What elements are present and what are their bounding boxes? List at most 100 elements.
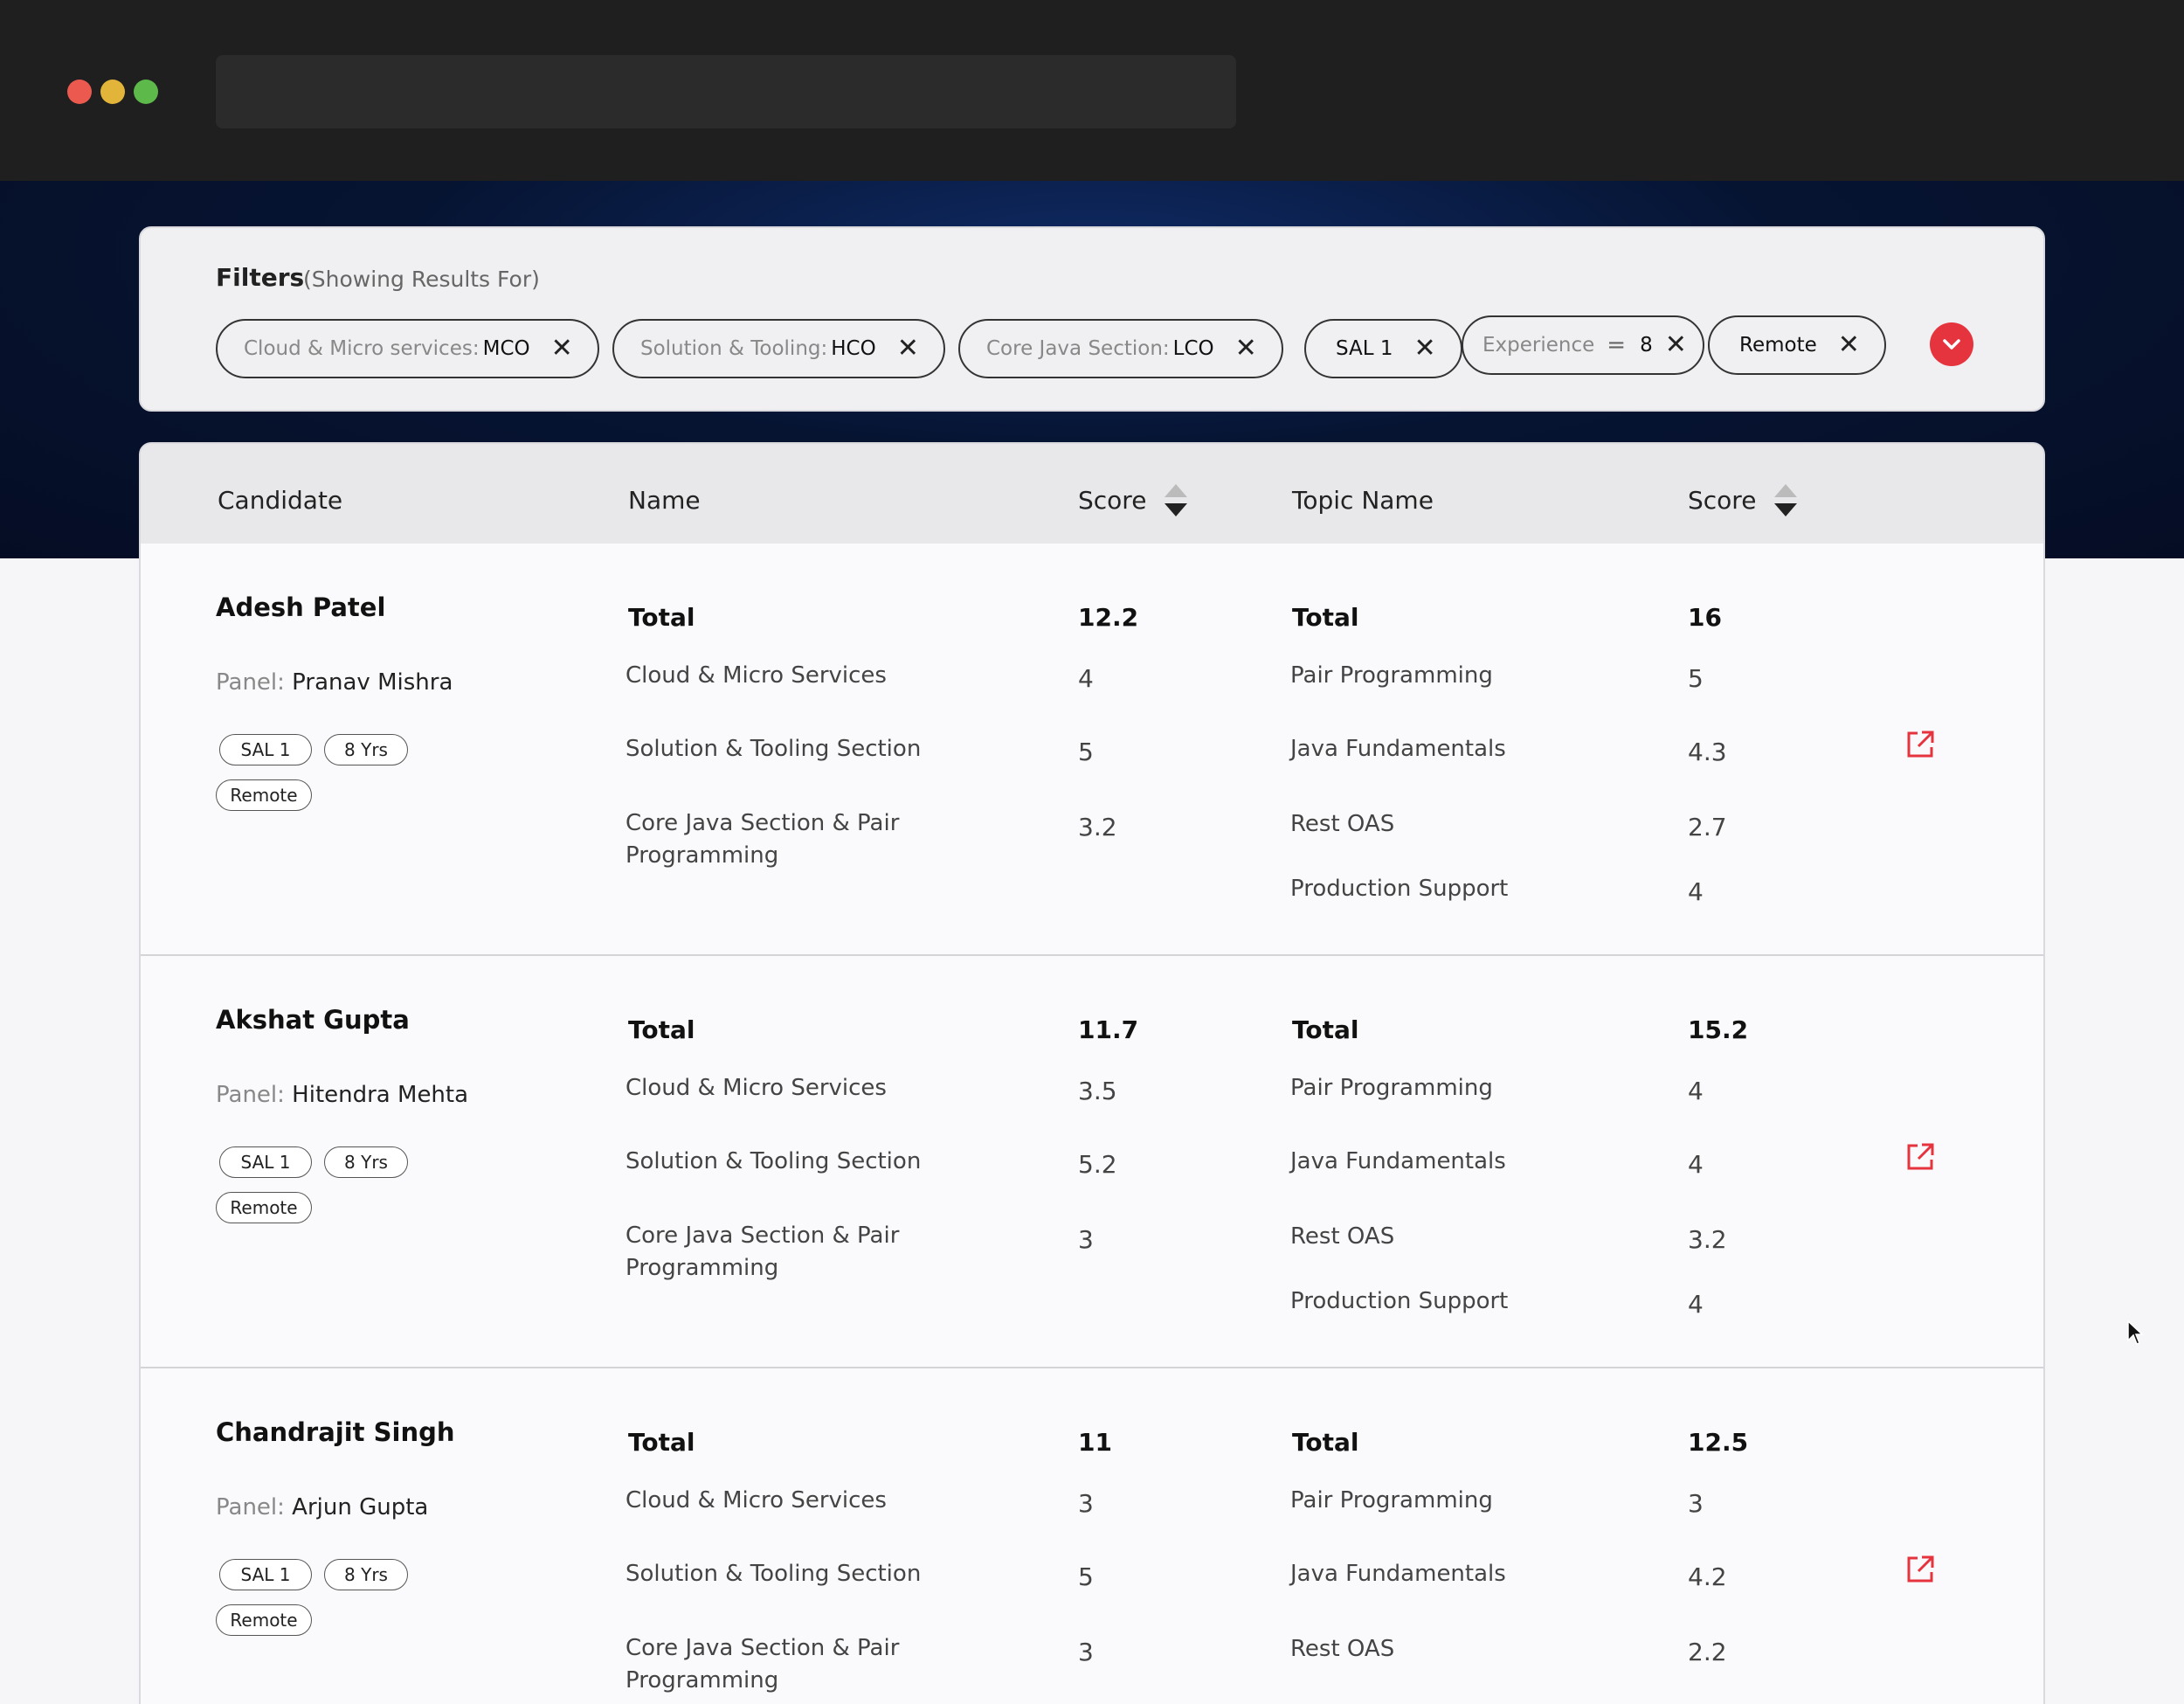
filter-chip-remote[interactable]: Remote ✕ [1708, 315, 1886, 375]
topic-name: Pair Programming [1290, 1075, 1493, 1101]
panel-info: Panel: Pranav Mishra [216, 669, 453, 696]
filter-chip-sal[interactable]: SAL 1 ✕ [1304, 319, 1462, 378]
topic-name: Java Fundamentals [1290, 1561, 1506, 1587]
sort-icon[interactable] [1774, 484, 1799, 519]
minimize-window-button[interactable] [100, 80, 125, 104]
section-name: Cloud & Micro Services [625, 1075, 887, 1101]
table-row: Akshat Gupta Panel: Hitendra Mehta SAL 1… [141, 956, 2043, 1368]
topic-name: Rest OAS [1290, 811, 1395, 837]
section-score: 3 [1078, 1638, 1094, 1666]
panel-label: Panel: [216, 1082, 285, 1108]
topic-name: Production Support [1290, 876, 1509, 902]
panel-info: Panel: Hitendra Mehta [216, 1082, 468, 1108]
external-link-icon[interactable] [1904, 729, 1936, 760]
filter-chip-value: SAL 1 [1336, 337, 1393, 360]
section-name: Solution & Tooling Section [625, 1148, 922, 1174]
header-name: Name [628, 486, 701, 515]
section-score: 5 [1078, 1562, 1094, 1591]
topic-score: 2.7 [1688, 813, 1727, 842]
expand-filters-button[interactable] [1930, 322, 1973, 366]
header-candidate: Candidate [218, 486, 343, 515]
topic-score: 4 [1688, 1150, 1704, 1179]
topic-score: 2.2 [1688, 1638, 1727, 1666]
filter-chip-cloud[interactable]: Cloud & Micro services: MCO ✕ [216, 319, 599, 378]
header-score: Score [1078, 486, 1147, 515]
maximize-window-button[interactable] [134, 80, 158, 104]
external-link-icon[interactable] [1904, 1554, 1936, 1585]
topic-score: 4.2 [1688, 1562, 1727, 1591]
close-icon[interactable]: ✕ [1413, 333, 1436, 364]
window-titlebar [0, 0, 2184, 181]
filter-chip-operator: = [1607, 332, 1627, 358]
section-total-score: 11 [1078, 1428, 1112, 1457]
section-name: Solution & Tooling Section [625, 736, 922, 762]
mouse-cursor-icon [2127, 1320, 2144, 1345]
section-total-label: Total [628, 603, 695, 632]
filter-chip-label: Solution & Tooling: [640, 337, 828, 360]
section-total-label: Total [628, 1015, 695, 1044]
filters-panel: Filters (Showing Results For) Cloud & Mi… [139, 226, 2045, 412]
close-icon[interactable]: ✕ [1837, 329, 1860, 360]
section-name: Core Java Section & Pair Programming [625, 1635, 900, 1694]
header-topic-score: Score [1688, 486, 1757, 515]
section-name: Cloud & Micro Services [625, 662, 887, 689]
filter-chip-experience[interactable]: Experience = 8 ✕ [1462, 315, 1704, 375]
section-name: Core Java Section & Pair Programming [625, 1223, 900, 1281]
section-score: 5.2 [1078, 1150, 1117, 1179]
sort-icon[interactable] [1165, 484, 1189, 519]
table-row: Chandrajit Singh Panel: Arjun Gupta SAL … [141, 1368, 2043, 1704]
filter-chip-value: 8 [1640, 334, 1653, 357]
topic-name: Production Support [1290, 1288, 1509, 1314]
topic-score: 4.3 [1688, 738, 1727, 766]
topic-name: Pair Programming [1290, 662, 1493, 689]
topic-score: 3 [1688, 1489, 1704, 1518]
topic-total-label: Total [1292, 1428, 1359, 1457]
close-icon[interactable]: ✕ [896, 333, 919, 364]
topic-total-label: Total [1292, 1015, 1359, 1044]
location-tag: Remote [216, 1192, 312, 1223]
address-bar[interactable] [216, 55, 1236, 128]
section-name: Solution & Tooling Section [625, 1561, 922, 1587]
table-header: Candidate Name Score Topic Name Score [141, 444, 2043, 544]
topic-total-score: 12.5 [1688, 1428, 1749, 1457]
filter-chip-label: Experience [1482, 334, 1595, 357]
section-name: Cloud & Micro Services [625, 1487, 887, 1514]
experience-tag: 8 Yrs [324, 1559, 408, 1590]
section-score: 3 [1078, 1225, 1094, 1254]
topic-score: 4 [1688, 1077, 1704, 1105]
section-score: 3.5 [1078, 1077, 1117, 1105]
filter-chip-value: LCO [1172, 337, 1214, 360]
close-window-button[interactable] [67, 80, 92, 104]
filter-chip-solution[interactable]: Solution & Tooling: HCO ✕ [612, 319, 945, 378]
section-score: 5 [1078, 738, 1094, 766]
section-total-score: 11.7 [1078, 1015, 1139, 1044]
topic-name: Pair Programming [1290, 1487, 1493, 1514]
close-icon[interactable]: ✕ [1234, 333, 1257, 364]
topic-score: 4 [1688, 1290, 1704, 1319]
section-score: 4 [1078, 664, 1094, 693]
section-score: 3 [1078, 1489, 1094, 1518]
topic-score: 4 [1688, 877, 1704, 906]
results-table: Candidate Name Score Topic Name Score Ad… [139, 442, 2045, 1704]
external-link-icon[interactable] [1904, 1141, 1936, 1173]
candidate-name: Adesh Patel [216, 592, 386, 622]
topic-score: 3.2 [1688, 1225, 1727, 1254]
topic-score: 5 [1688, 664, 1704, 693]
close-icon[interactable]: ✕ [1664, 329, 1687, 360]
panel-info: Panel: Arjun Gupta [216, 1494, 428, 1520]
filter-chip-value: HCO [831, 337, 876, 360]
location-tag: Remote [216, 779, 312, 811]
section-total-label: Total [628, 1428, 695, 1457]
section-score: 3.2 [1078, 813, 1117, 842]
sal-tag: SAL 1 [219, 1146, 312, 1178]
topic-total-score: 16 [1688, 603, 1722, 632]
filter-chip-value: MCO [482, 337, 530, 360]
section-name: Core Java Section & Pair Programming [625, 810, 900, 869]
chevron-down-icon [1943, 339, 1960, 350]
filter-chip-label: Cloud & Micro services: [244, 337, 480, 360]
topic-name: Java Fundamentals [1290, 1148, 1506, 1174]
close-icon[interactable]: ✕ [550, 333, 573, 364]
topic-name: Java Fundamentals [1290, 736, 1506, 762]
candidate-name: Chandrajit Singh [216, 1417, 455, 1447]
filter-chip-core-java[interactable]: Core Java Section: LCO ✕ [958, 319, 1283, 378]
